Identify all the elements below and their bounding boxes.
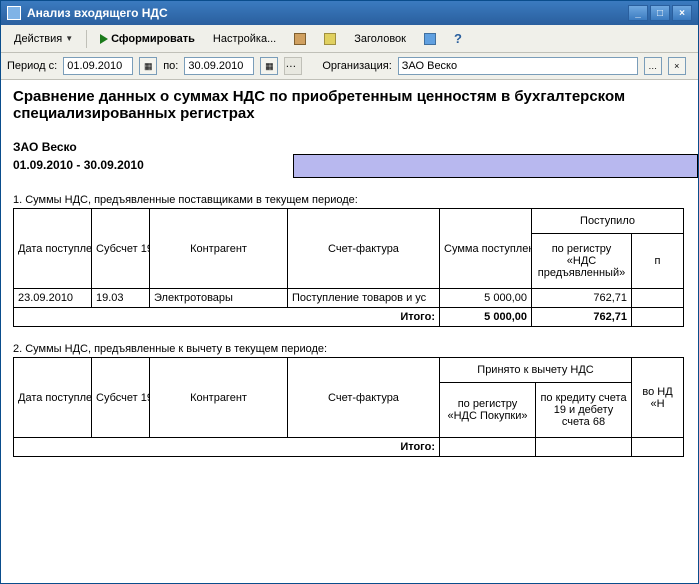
- s1-total-last: [632, 308, 684, 327]
- toolbar: Действия ▼ Сформировать Настройка... Заг…: [1, 25, 698, 53]
- org-select-button[interactable]: …: [644, 57, 662, 75]
- s1-col-date: Дата поступления: [14, 209, 92, 289]
- settings-label: Настройка...: [213, 33, 276, 45]
- section2-caption: 2. Суммы НДС, предъявленные к вычету в т…: [13, 343, 698, 355]
- s1-total-row: Итого: 5 000,00 762,71: [14, 308, 684, 327]
- toolbar-icon-1[interactable]: [287, 30, 313, 48]
- help-button[interactable]: ?: [447, 28, 469, 49]
- cell-last: [632, 289, 684, 308]
- s1-col-sub: Субсчет 19 счета: [92, 209, 150, 289]
- s2-total-reg1: [440, 438, 536, 457]
- minimize-button[interactable]: _: [628, 5, 648, 21]
- s1-total-reg: 762,71: [532, 308, 632, 327]
- report-highlight-box: [293, 154, 698, 178]
- settings-button[interactable]: Настройка...: [206, 30, 283, 48]
- s2-col-group: Принято к вычету НДС: [440, 358, 632, 383]
- window-title: Анализ входящего НДС: [27, 6, 168, 20]
- close-button[interactable]: ×: [672, 5, 692, 21]
- org-input[interactable]: [398, 57, 638, 75]
- cell-inv: Поступление товаров и ус: [288, 289, 440, 308]
- s1-total-sum: 5 000,00: [440, 308, 532, 327]
- tool1-icon: [294, 33, 306, 45]
- s2-col-last: во НД «Н: [632, 358, 684, 438]
- maximize-button[interactable]: □: [650, 5, 670, 21]
- report-window: Анализ входящего НДС _ □ × Действия ▼ Сф…: [0, 0, 699, 584]
- s1-col-contr: Контрагент: [150, 209, 288, 289]
- s2-total-last: [632, 438, 684, 457]
- s2-col-date: Дата поступления: [14, 358, 92, 438]
- report-header-row: ЗАО Веско 01.09.2010 - 30.09.2010: [13, 140, 698, 178]
- org-clear-button[interactable]: ×: [668, 57, 686, 75]
- s1-total-label: Итого:: [14, 308, 440, 327]
- s2-col-reg1: по регистру «НДС Покупки»: [440, 382, 536, 437]
- s2-col-inv: Счет-фактура: [288, 358, 440, 438]
- date-from-calendar-button[interactable]: ▦: [139, 57, 157, 75]
- generate-button[interactable]: Сформировать: [93, 30, 202, 48]
- s2-total-reg2: [536, 438, 632, 457]
- question-icon: ?: [454, 31, 462, 46]
- cell-contr: Электротовары: [150, 289, 288, 308]
- s2-total-label: Итого:: [14, 438, 440, 457]
- to-label: по:: [163, 60, 178, 72]
- table-row: 23.09.2010 19.03 Электротовары Поступлен…: [14, 289, 684, 308]
- report-company: ЗАО Веско: [13, 140, 293, 154]
- toolbar-separator: [86, 30, 87, 48]
- s1-col-inv: Счет-фактура: [288, 209, 440, 289]
- date-from-input[interactable]: [63, 57, 133, 75]
- actions-label: Действия: [14, 33, 62, 45]
- s1-col-last: п: [632, 233, 684, 288]
- report-title: Сравнение данных о суммах НДС по приобре…: [13, 88, 698, 122]
- generate-label: Сформировать: [111, 33, 195, 45]
- cell-reg: 762,71: [532, 289, 632, 308]
- period-picker-button[interactable]: …: [284, 57, 302, 75]
- s2-col-sub: Субсчет 19 счета: [92, 358, 150, 438]
- tool3-icon: [424, 33, 436, 45]
- tool2-icon: [324, 33, 336, 45]
- date-to-calendar-button[interactable]: ▦: [260, 57, 278, 75]
- header-label: Заголовок: [354, 33, 406, 45]
- org-label: Организация:: [322, 60, 391, 72]
- section1-table: Дата поступления Субсчет 19 счета Контра…: [13, 208, 684, 327]
- cell-sum: 5 000,00: [440, 289, 532, 308]
- cell-date: 23.09.2010: [14, 289, 92, 308]
- cell-sub: 19.03: [92, 289, 150, 308]
- s2-col-reg2: по кредиту счета 19 и дебету счета 68: [536, 382, 632, 437]
- section2-table: Дата поступления Субсчет 19 счета Контра…: [13, 357, 684, 457]
- toolbar-icon-2[interactable]: [317, 30, 343, 48]
- s1-col-sum: Сумма поступления, всего: [440, 209, 532, 289]
- titlebar: Анализ входящего НДС _ □ ×: [1, 1, 698, 25]
- s2-col-contr: Контрагент: [150, 358, 288, 438]
- date-to-input[interactable]: [184, 57, 254, 75]
- header-button[interactable]: Заголовок: [347, 30, 413, 48]
- section1-caption: 1. Суммы НДС, предъявленные поставщиками…: [13, 194, 698, 206]
- actions-menu[interactable]: Действия ▼: [7, 30, 80, 48]
- period-label: Период с:: [7, 60, 57, 72]
- s1-col-group: Поступило: [532, 209, 684, 234]
- s1-col-reg: по регистру «НДС предъявленный»: [532, 233, 632, 288]
- s2-total-row: Итого:: [14, 438, 684, 457]
- toolbar-icon-3[interactable]: [417, 30, 443, 48]
- report-area: Сравнение данных о суммах НДС по приобре…: [1, 80, 698, 583]
- params-bar: Период с: ▦ по: ▦ … Организация: … ×: [1, 53, 698, 80]
- dropdown-icon: ▼: [65, 34, 73, 43]
- app-icon: [7, 6, 21, 20]
- play-icon: [100, 34, 108, 44]
- report-daterange: 01.09.2010 - 30.09.2010: [13, 158, 293, 172]
